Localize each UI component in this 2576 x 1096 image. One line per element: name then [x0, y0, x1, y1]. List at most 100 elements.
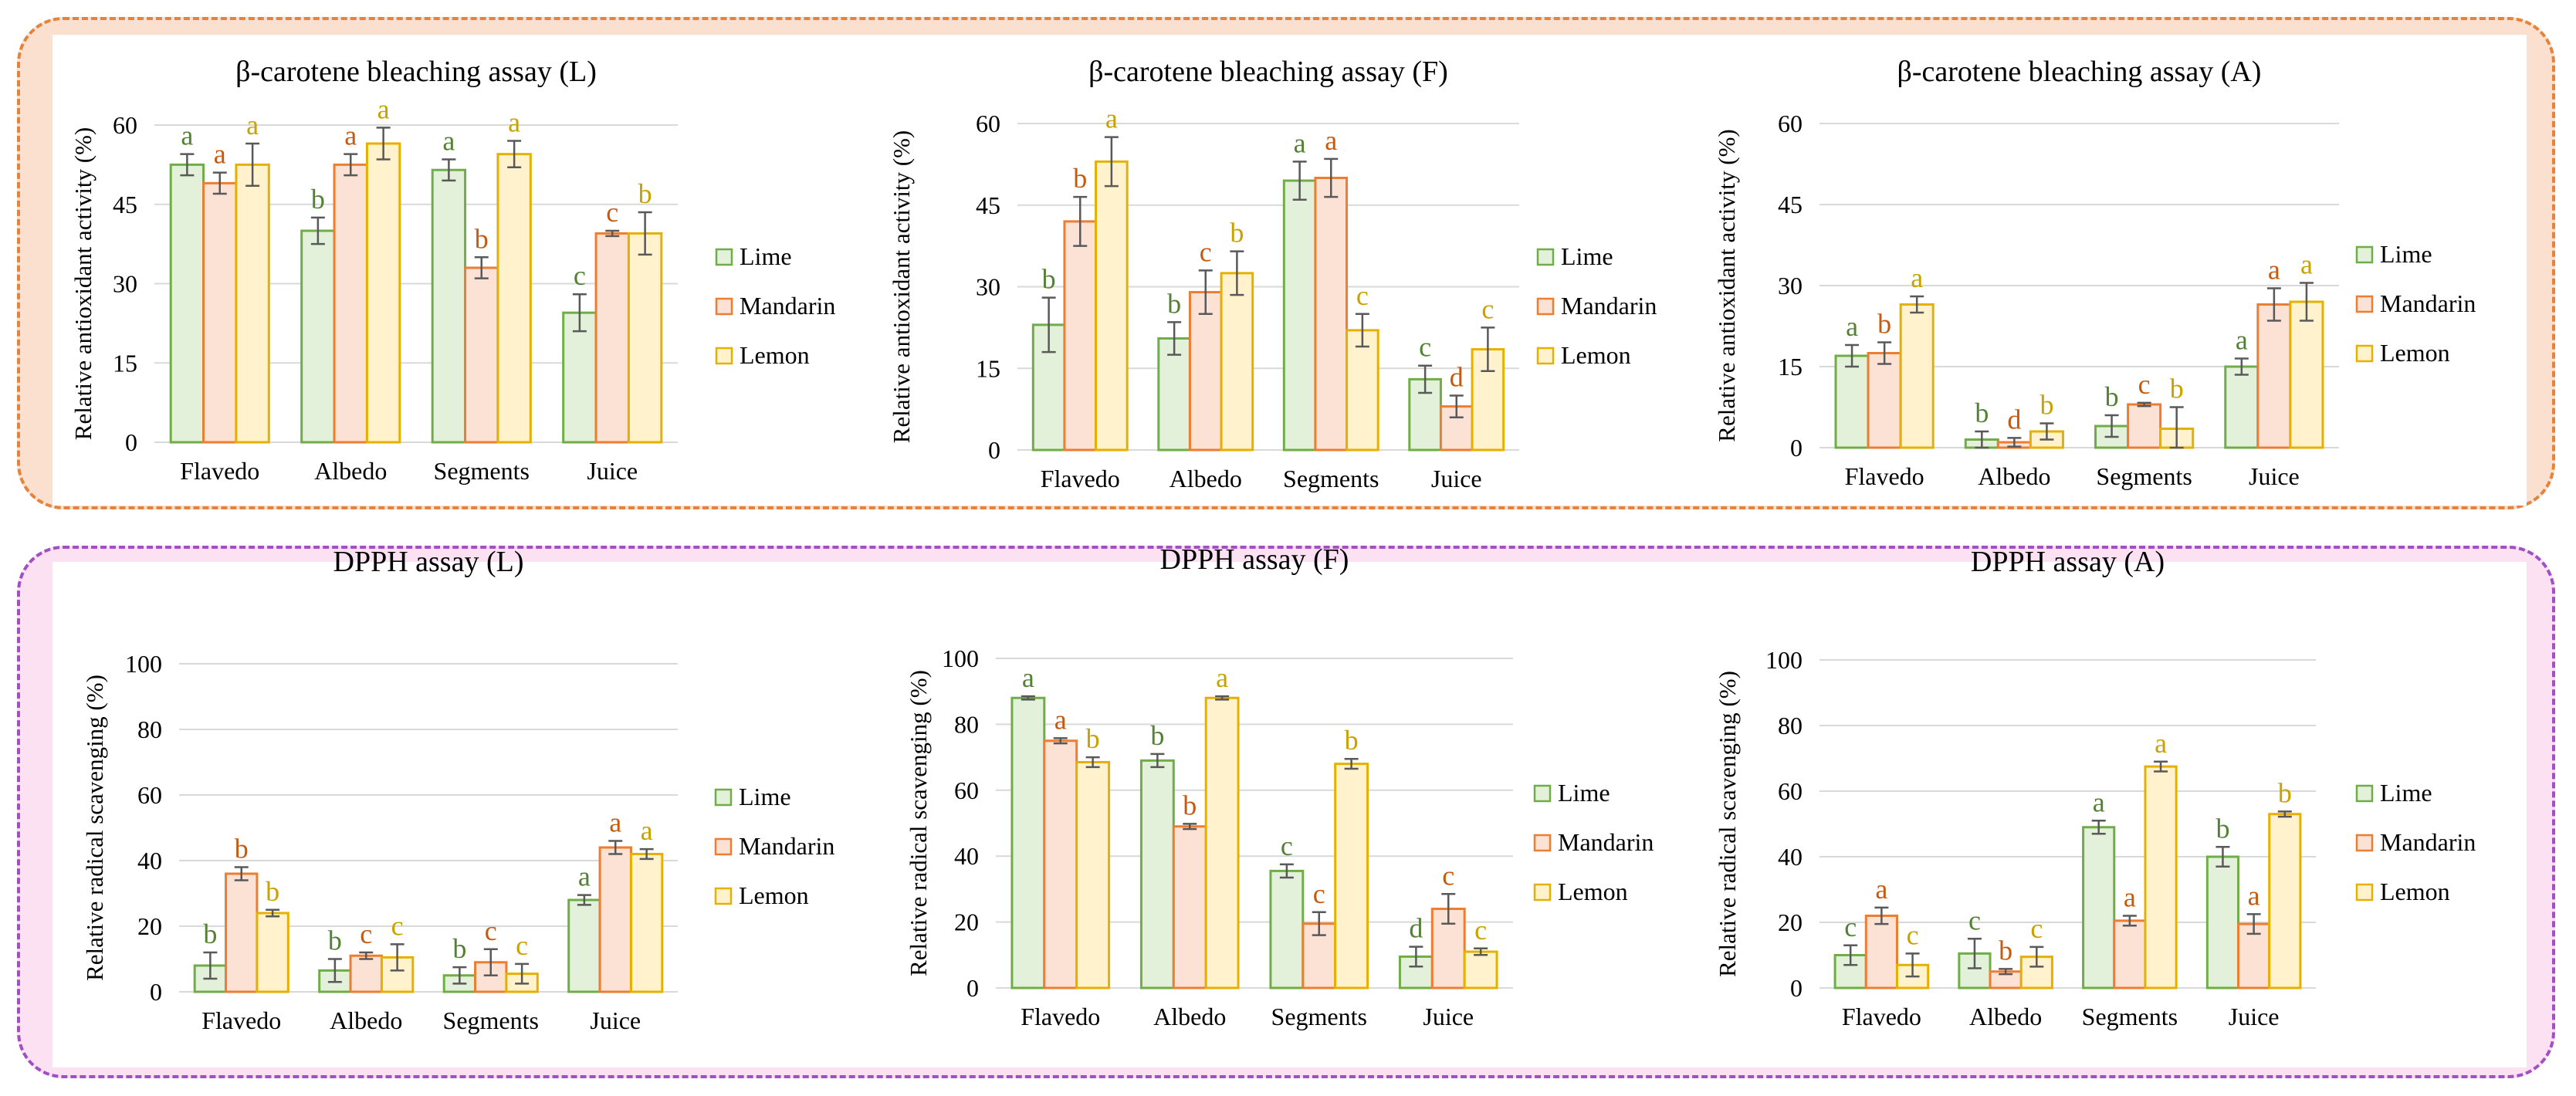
carotene-L-ytick-label: 0 — [125, 428, 137, 456]
carotene-A-xtick-label: Flavedo — [1845, 462, 1924, 490]
dpph-A-significance-label: a — [2248, 880, 2260, 911]
carotene-L-bar-lemon — [365, 142, 401, 444]
carotene-F-legend-label: Lemon — [1561, 341, 1631, 369]
carotene-A-bar-mandarin — [2127, 403, 2162, 449]
dpph-L-title: DPPH assay (L) — [333, 546, 524, 578]
dpph-F-legend-swatch-lime — [1533, 784, 1552, 803]
carotene-A-legend-swatch-lime — [2355, 245, 2374, 264]
carotene-L-bar-mandarin — [594, 232, 630, 444]
carotene-A-ytick-label: 60 — [1778, 110, 1803, 137]
carotene-L-xtick-label: Flavedo — [180, 457, 259, 485]
carotene-A-significance-label: b — [2105, 381, 2119, 412]
carotene-L-significance-label: a — [508, 107, 520, 138]
dpph-F-significance-label: b — [1183, 790, 1197, 820]
dpph-F-ytick-label: 80 — [954, 710, 979, 738]
carotene-A-significance-label: b — [2039, 390, 2053, 421]
dpph-F-ylabel: Relative radical scavenging (%) — [905, 670, 932, 976]
carotene-L-significance-label: a — [344, 120, 357, 151]
carotene-L-xtick-label: Albedo — [314, 457, 387, 485]
carotene-A-significance-label: c — [2138, 369, 2151, 400]
dpph-L-significance-label: a — [578, 861, 591, 892]
carotene-L-bar-mandarin — [202, 181, 238, 444]
dpph-A-ytick-label: 0 — [1790, 974, 1803, 1002]
carotene-A-legend-label: Lime — [2380, 240, 2432, 268]
dpph-F-ytick-label: 100 — [942, 644, 979, 672]
carotene-L-significance-label: b — [475, 223, 489, 254]
dpph-A-ytick-label: 100 — [1765, 646, 1803, 674]
dpph-A-ytick-label: 60 — [1778, 777, 1803, 805]
dpph-L-bar-mandarin — [225, 872, 259, 993]
carotene-F-legend-swatch-lime — [1536, 248, 1555, 266]
dpph-A-significance-label: a — [2155, 728, 2167, 759]
dpph-F-significance-label: a — [1054, 704, 1067, 735]
dpph-A-xtick-label: Flavedo — [1842, 1003, 1921, 1030]
dpph-F-xtick-label: Flavedo — [1021, 1003, 1100, 1030]
carotene-A-ylabel: Relative antioxidant activity (%) — [1713, 129, 1740, 441]
dpph-A-bar-lime — [2205, 855, 2240, 989]
carotene-A-legend-swatch-mandarin — [2355, 295, 2374, 313]
carotene-L-ytick-label: 45 — [113, 191, 137, 218]
carotene-F-bar-mandarin — [1063, 220, 1098, 452]
carotene-F-legend-label: Lime — [1561, 242, 1613, 270]
dpph-A-legend-swatch-mandarin — [2355, 834, 2374, 852]
carotene-F-significance-label: a — [1105, 103, 1118, 134]
carotene-A-ytick-label: 30 — [1778, 272, 1803, 299]
carotene-F-significance-label: c — [1419, 332, 1431, 363]
dpph-F-legend-label: Lemon — [1558, 878, 1628, 905]
carotene-L-xtick-label: Juice — [587, 457, 638, 485]
carotene-L-ytick-label: 15 — [113, 349, 137, 377]
dpph-A-legend-label: Lime — [2380, 779, 2432, 807]
dpph-F-ytick-label: 20 — [954, 908, 979, 936]
dpph-L-significance-label: b — [452, 933, 466, 964]
carotene-L-ytick-label: 60 — [113, 111, 137, 139]
dpph-F-legend-swatch-mandarin — [1533, 834, 1552, 852]
dpph-A-ytick-label: 80 — [1778, 712, 1803, 739]
carotene-F-bar-lime — [1282, 179, 1317, 452]
carotene-L-bar-lemon — [496, 153, 532, 444]
carotene-A-significance-label: b — [1877, 309, 1891, 340]
carotene-F-ytick-label: 15 — [976, 354, 1000, 382]
carotene-A-significance-label: a — [2268, 255, 2280, 286]
carotene-F-legend-swatch-lemon — [1536, 347, 1555, 365]
dpph-F-legend-swatch-lemon — [1533, 883, 1552, 901]
dpph-L-legend-label: Lemon — [739, 881, 809, 909]
carotene-F-title: β-carotene bleaching assay (F) — [1088, 56, 1448, 88]
dpph-A-xtick-label: Segments — [2082, 1003, 2178, 1030]
carotene-L-xtick-label: Segments — [434, 457, 530, 485]
carotene-A-ytick-label: 45 — [1778, 191, 1803, 218]
dpph-F-legend-label: Lime — [1558, 779, 1610, 807]
carotene-L-significance-label: a — [181, 120, 193, 151]
carotene-F-bar-lemon — [1220, 272, 1254, 452]
dpph-F-significance-label: a — [1216, 662, 1228, 693]
carotene-F-significance-label: b — [1042, 264, 1056, 295]
carotene-A-ytick-label: 15 — [1778, 353, 1803, 381]
dpph-F-bar-mandarin — [1172, 825, 1207, 989]
carotene-L-significance-label: c — [606, 197, 618, 228]
dpph-A-legend-label: Lemon — [2380, 878, 2450, 905]
dpph-F-bar-mandarin — [1043, 739, 1078, 989]
dpph-L-legend-swatch-lemon — [714, 887, 733, 905]
dpph-F-significance-label: c — [1281, 830, 1293, 861]
dpph-L-significance-label: c — [485, 915, 497, 946]
dpph-L-legend-label: Mandarin — [739, 832, 834, 860]
dpph-A-legend-swatch-lemon — [2355, 883, 2374, 901]
carotene-L-bar-lime — [169, 163, 205, 444]
dpph-A-significance-label: b — [2278, 777, 2292, 808]
carotene-F-xtick-label: Juice — [1431, 465, 1482, 492]
dpph-A-bar-mandarin — [2113, 919, 2147, 989]
carotene-F-significance-label: a — [1325, 125, 1337, 156]
dpph-A-significance-label: c — [2030, 913, 2043, 944]
dpph-L-ytick-label: 60 — [137, 781, 162, 809]
carotene-F-significance-label: c — [1481, 293, 1494, 324]
dpph-A-significance-label: a — [1875, 874, 1887, 905]
dpph-L-ytick-label: 40 — [137, 847, 162, 874]
carotene-F-significance-label: b — [1167, 288, 1181, 319]
dpph-F-bar-lime — [1269, 869, 1305, 989]
carotene-A-legend-swatch-lemon — [2355, 344, 2374, 363]
dpph-L-xtick-label: Juice — [590, 1006, 641, 1034]
carotene-F-xtick-label: Albedo — [1170, 465, 1242, 492]
carotene-F-bar-lemon — [1095, 160, 1129, 452]
carotene-A-bar-lime — [2224, 365, 2260, 449]
dpph-A-significance-label: c — [1844, 912, 1857, 942]
carotene-F-legend-swatch-mandarin — [1536, 297, 1555, 316]
